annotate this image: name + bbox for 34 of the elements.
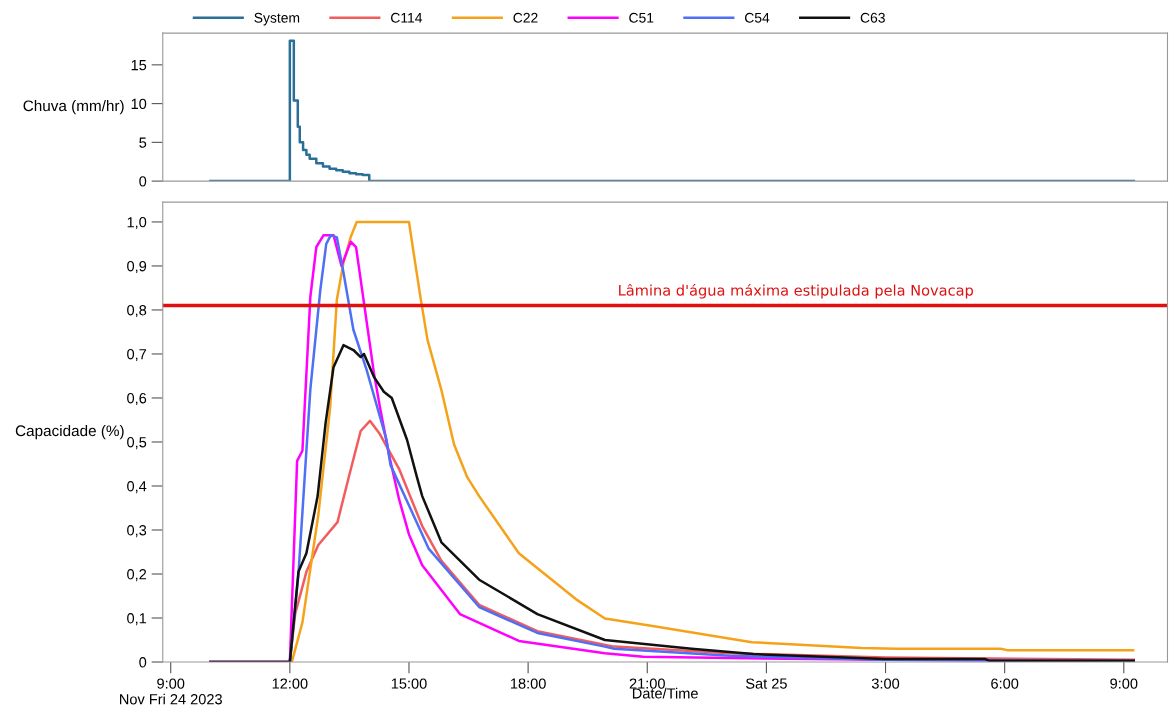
y-tick-label: 10 bbox=[131, 98, 147, 110]
y-tick-label: 0,7 bbox=[127, 349, 147, 362]
x-tick-label: Sat 25 bbox=[745, 678, 787, 689]
y-tick-label: 0,4 bbox=[127, 481, 147, 494]
y-tick-label: 5 bbox=[139, 137, 147, 148]
legend-label: C114 bbox=[391, 12, 423, 23]
legend-label: C51 bbox=[629, 12, 654, 23]
y-tick-label: 0,1 bbox=[127, 613, 147, 626]
y-tick-label: 15 bbox=[131, 60, 147, 71]
x-tick-label: 9:00 Nov Fri 24 2023 bbox=[120, 678, 222, 705]
y-tick-label: 0,3 bbox=[127, 525, 147, 538]
y-tick-label: 1,0 bbox=[127, 217, 147, 230]
ref-line-label: Lâmina d'água máxima estipulada pela Novacap bbox=[619, 283, 974, 299]
x-axis-title: Date/Time bbox=[632, 687, 698, 699]
y-axis-title: Capacidade (%) bbox=[15, 424, 124, 440]
y-tick-label: 0,9 bbox=[127, 261, 147, 274]
y-tick-label: 0,8 bbox=[127, 305, 147, 318]
x-tick-label: 6:00 bbox=[991, 678, 1019, 689]
y-tick-label: 0,5 bbox=[127, 437, 147, 450]
legend-label: System bbox=[254, 12, 300, 26]
x-tick-label: 9:00 bbox=[1110, 678, 1138, 689]
legend-label: C22 bbox=[513, 12, 538, 23]
x-tick-label: 12:00 bbox=[272, 678, 308, 689]
x-tick-label: 21:00 bbox=[629, 678, 665, 689]
x-tick-label: 15:00 bbox=[391, 678, 427, 689]
legend-label: C54 bbox=[744, 12, 770, 23]
y-tick-label: 0 bbox=[139, 176, 147, 187]
y-tick-label: 0 bbox=[139, 657, 147, 668]
y-tick-label: 0,2 bbox=[127, 569, 147, 582]
y-tick-label: 0,6 bbox=[127, 393, 147, 406]
x-tick-label: 3:00 bbox=[871, 678, 900, 689]
x-tick-label: 18:00 bbox=[510, 678, 546, 689]
y-axis-title: Chuva (mm/hr) bbox=[23, 99, 124, 115]
legend-label: C63 bbox=[860, 12, 885, 23]
